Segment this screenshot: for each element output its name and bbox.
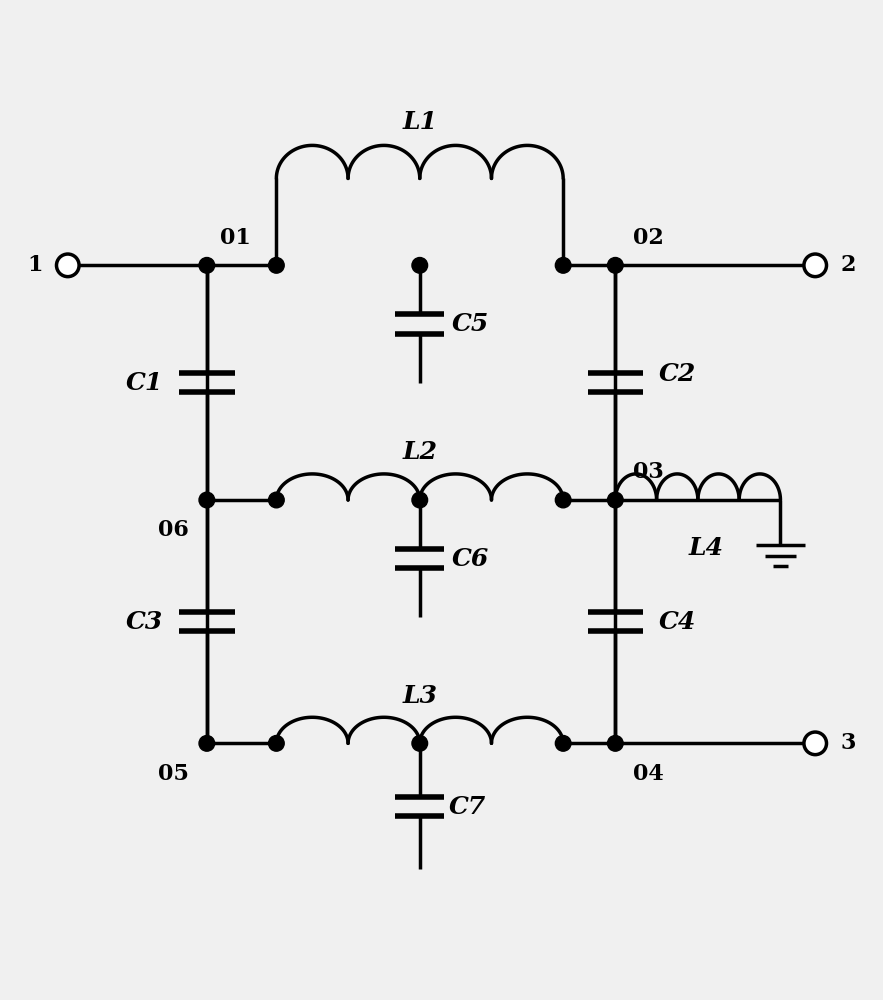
Circle shape [555, 258, 571, 273]
Circle shape [608, 736, 623, 751]
Circle shape [268, 492, 284, 508]
Circle shape [268, 258, 284, 273]
Circle shape [804, 732, 826, 755]
Circle shape [608, 492, 623, 508]
Text: C2: C2 [660, 362, 697, 386]
Circle shape [199, 492, 215, 508]
Text: C5: C5 [451, 312, 489, 336]
Text: 3: 3 [841, 732, 856, 754]
Text: 06: 06 [158, 519, 189, 541]
Circle shape [608, 258, 623, 273]
Text: 1: 1 [27, 254, 42, 276]
Circle shape [412, 736, 427, 751]
Circle shape [199, 736, 215, 751]
Circle shape [555, 492, 571, 508]
Text: 01: 01 [220, 227, 251, 249]
Text: 2: 2 [841, 254, 856, 276]
Text: L1: L1 [403, 110, 437, 134]
Text: 04: 04 [633, 763, 664, 785]
Circle shape [199, 258, 215, 273]
Text: L3: L3 [403, 684, 437, 708]
Text: L2: L2 [403, 440, 437, 464]
Text: C3: C3 [125, 610, 162, 634]
Circle shape [555, 736, 571, 751]
Circle shape [268, 736, 284, 751]
Text: 02: 02 [633, 227, 664, 249]
Circle shape [57, 254, 79, 277]
Text: L4: L4 [689, 536, 724, 560]
Text: 03: 03 [633, 461, 664, 483]
Circle shape [804, 254, 826, 277]
Text: C4: C4 [660, 610, 697, 634]
Text: C7: C7 [449, 795, 487, 819]
Text: C1: C1 [125, 371, 162, 395]
Text: C6: C6 [451, 547, 489, 571]
Circle shape [412, 492, 427, 508]
Circle shape [412, 258, 427, 273]
Text: 05: 05 [158, 763, 189, 785]
